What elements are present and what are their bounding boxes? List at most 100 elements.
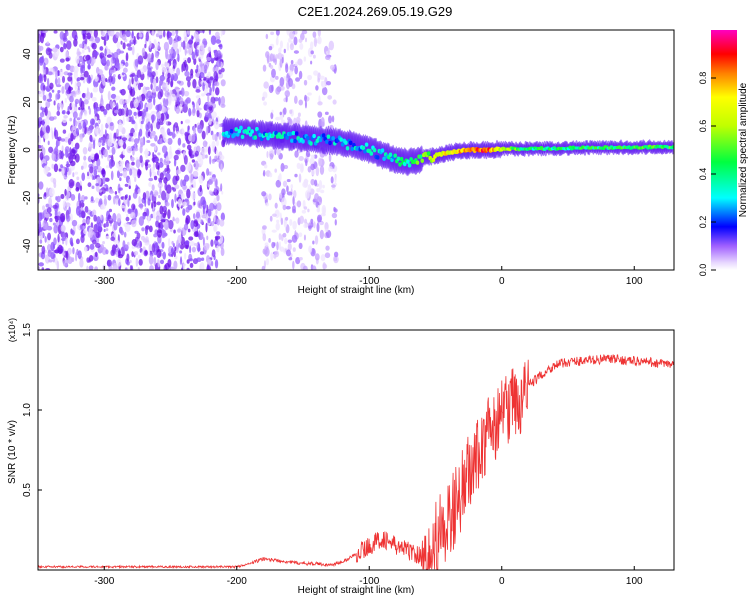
spectrogram-noise-cell xyxy=(104,129,107,139)
spectrogram-noise-cell xyxy=(298,173,302,183)
spectrogram-noise-cell xyxy=(86,87,89,97)
spectrogram-noise-cell xyxy=(214,121,220,130)
spectrogram-noise-cell xyxy=(274,202,278,209)
spectrogram-noise-cell xyxy=(100,214,103,221)
spectrogram-ridge-cell xyxy=(312,133,316,139)
spectrogram-noise-cell xyxy=(316,214,323,223)
spectrogram-noise-cell xyxy=(159,205,164,215)
spectrogram-noise-cell xyxy=(166,184,172,194)
spectrogram-noise-cell xyxy=(105,228,109,232)
spectrogram-noise-cell xyxy=(270,31,275,36)
spectrogram-ridge-cell xyxy=(331,136,336,141)
spectrogram-noise-cell xyxy=(80,202,85,208)
spectrogram-noise-cell xyxy=(44,106,48,117)
spectrogram-noise-cell xyxy=(196,41,200,46)
spectrogram-noise-cell xyxy=(46,98,52,102)
spectrogram-noise-cell xyxy=(325,245,330,251)
spectrogram-noise-cell xyxy=(207,101,213,106)
spectrogram-noise-cell xyxy=(314,253,320,261)
spectrogram-noise-cell xyxy=(134,176,137,183)
spectrogram-noise-cell xyxy=(48,259,53,263)
spectrogram-noise-cell xyxy=(176,96,180,105)
spectrogram-noise-cell xyxy=(171,240,174,245)
spectrogram-noise-cell xyxy=(57,153,60,161)
spectrogram-noise-cell xyxy=(328,166,333,173)
spectrogram-noise-cell xyxy=(156,228,163,238)
spectrogram-noise-cell xyxy=(168,237,171,248)
spectrogram-noise-cell xyxy=(104,48,107,57)
spectrogram-noise-cell xyxy=(318,179,323,190)
spectrogram-noise-cell xyxy=(52,222,56,226)
spectrogram-noise-cell xyxy=(148,225,153,233)
spectrogram-noise-cell xyxy=(108,159,114,169)
spectrogram-noise-cell xyxy=(84,196,88,200)
spectrogram-noise-cell xyxy=(108,208,113,213)
spectrogram-noise-cell xyxy=(310,218,314,224)
spectrogram-noise-cell xyxy=(57,136,62,142)
spectrogram-noise-cell xyxy=(57,77,61,86)
spectrogram-noise-cell xyxy=(144,148,149,159)
spectrogram-noise-cell xyxy=(285,63,289,74)
spectrogram-noise-cell xyxy=(61,145,64,152)
spectrogram-noise-cell xyxy=(268,84,274,94)
spectrogram-noise-cell xyxy=(47,71,53,76)
spectrogram-noise-cell xyxy=(81,64,86,74)
spectrogram-noise-cell xyxy=(216,139,219,147)
spectrogram-noise-cell xyxy=(333,256,337,262)
spectrogram-noise-cell xyxy=(271,109,274,114)
spectrogram-noise-cell xyxy=(211,133,216,141)
spectrogram-noise-cell xyxy=(172,216,175,222)
spectrogram-noise-cell xyxy=(141,113,145,123)
spectrogram-noise-cell xyxy=(298,99,304,106)
spectrogram-noise-cell xyxy=(205,222,208,233)
spectrogram-noise-cell xyxy=(160,219,166,223)
spectrogram-noise-cell xyxy=(187,39,193,45)
colorbar-tick-label: 0.2 xyxy=(698,216,708,229)
spectrogram-noise-cell xyxy=(204,154,208,159)
spectrogram-noise-cell xyxy=(121,34,127,41)
spectrogram-noise-cell xyxy=(301,30,308,35)
spectrogram-noise-cell xyxy=(129,168,133,176)
spectrogram-noise-cell xyxy=(83,43,88,51)
spectrogram-ridge-cell xyxy=(234,127,239,132)
spectrogram-noise-cell xyxy=(98,189,103,193)
spectrogram-noise-cell xyxy=(133,35,136,46)
spectrogram-noise-cell xyxy=(157,91,163,100)
spectrogram-noise-cell xyxy=(119,160,125,165)
spectrogram-noise-cell xyxy=(299,163,304,173)
snr-x-axis-label: Height of straight line (km) xyxy=(298,585,415,596)
spectrogram-noise-cell xyxy=(318,221,325,226)
spectrogram-noise-cell xyxy=(183,154,188,165)
spectrogram-noise-cell xyxy=(310,163,316,171)
spectrogram-noise-cell xyxy=(174,246,177,252)
spectrogram-noise-cell xyxy=(175,217,180,224)
spectrogram-noise-cell xyxy=(167,59,172,63)
spectrogram-noise-cell xyxy=(72,90,75,95)
spectrogram-noise-cell xyxy=(293,190,297,199)
spectrogram-noise-cell xyxy=(91,42,97,50)
spectrogram-noise-cell xyxy=(210,221,215,227)
snr-y-ticks: 0.5 1.0 1.5 xyxy=(22,323,42,497)
spectrogram-ridge-cell xyxy=(364,142,369,147)
spectrogram-noise-cell xyxy=(148,177,154,182)
spectrogram-y-tick-label: 20 xyxy=(22,96,33,108)
spectrogram-noise-cell xyxy=(141,251,145,255)
spectrogram-noise-cell xyxy=(298,70,303,80)
spectrogram-ridge-cell xyxy=(291,130,296,136)
spectrogram-noise-cell xyxy=(270,111,274,120)
spectrogram-ridge-cell xyxy=(363,149,367,154)
spectrogram-noise-cell xyxy=(275,116,281,121)
spectrogram-noise-cell xyxy=(159,172,164,181)
spectrogram-noise-cell xyxy=(147,121,151,130)
spectrogram-noise-cell xyxy=(290,184,294,189)
spectrogram-noise-cell xyxy=(107,154,110,162)
spectrogram-noise-cell xyxy=(333,251,339,258)
spectrogram-noise-cell xyxy=(40,145,45,154)
spectrogram-noise-cell xyxy=(127,109,133,116)
spectrogram-ridge-cell xyxy=(418,154,423,159)
spectrogram-noise-cell xyxy=(173,59,176,67)
spectrogram-noise-cell xyxy=(214,133,218,142)
spectrogram-noise-cell xyxy=(199,45,205,56)
spectrogram-noise-cell xyxy=(153,96,156,106)
spectrogram-noise-cell xyxy=(180,179,184,188)
